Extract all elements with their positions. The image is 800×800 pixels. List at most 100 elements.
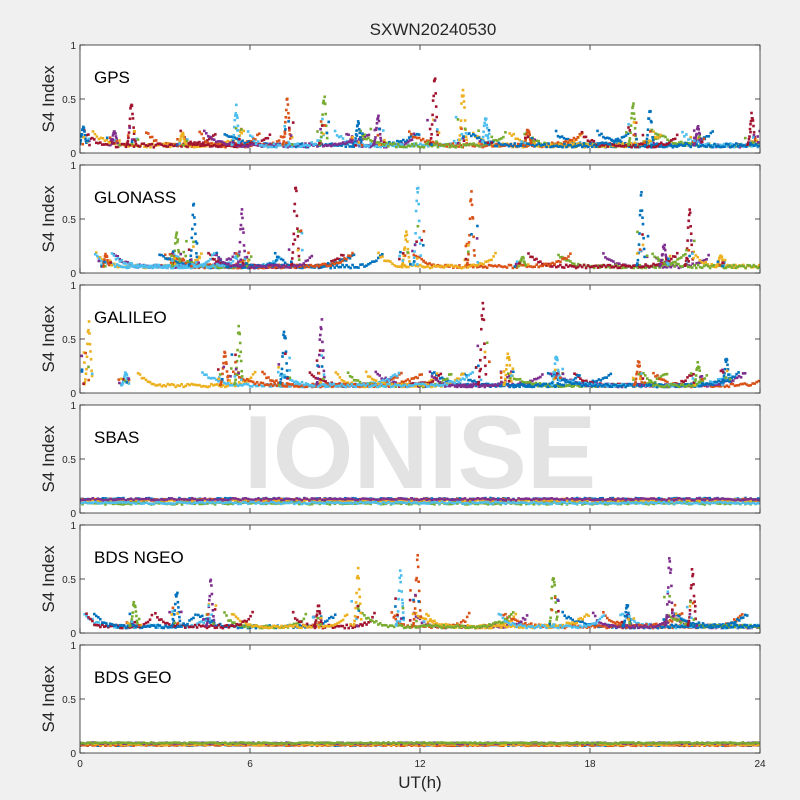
data-point (111, 134, 115, 137)
data-point (202, 137, 205, 140)
data-point (576, 136, 580, 139)
data-point (419, 139, 423, 142)
data-point (412, 377, 416, 380)
data-point (97, 141, 100, 145)
data-point (108, 136, 112, 139)
data-point (591, 145, 594, 149)
data-point (247, 378, 251, 381)
data-point (682, 142, 685, 146)
data-point (293, 384, 297, 388)
data-point (664, 135, 667, 139)
data-point (363, 144, 367, 147)
data-point (338, 143, 342, 147)
data-point (365, 134, 369, 137)
data-point (568, 383, 572, 387)
data-point (701, 259, 704, 263)
data-point (750, 143, 754, 146)
data-point (508, 132, 511, 135)
data-point (114, 135, 118, 138)
data-point (429, 137, 433, 140)
data-point (339, 265, 342, 269)
data-point (212, 134, 215, 137)
data-point (235, 103, 238, 107)
data-point (234, 378, 237, 382)
data-point (452, 139, 456, 143)
data-point (662, 247, 666, 250)
data-point (211, 376, 214, 380)
data-point (284, 128, 287, 131)
data-point (264, 144, 268, 147)
data-point (235, 359, 239, 363)
data-point (685, 384, 689, 388)
data-point (346, 371, 350, 374)
data-point (241, 379, 245, 383)
data-point (525, 142, 529, 145)
data-point (709, 144, 712, 148)
data-point (357, 128, 361, 131)
data-point (156, 383, 160, 387)
data-point (744, 145, 748, 148)
data-point (729, 380, 733, 383)
data-point (602, 135, 605, 139)
data-point (394, 376, 397, 379)
data-point (158, 253, 161, 257)
data-point (305, 385, 308, 389)
data-point (685, 247, 689, 250)
data-point (275, 384, 279, 388)
data-point (413, 382, 417, 386)
data-point (426, 118, 429, 122)
data-point (642, 144, 645, 148)
data-point (627, 126, 630, 129)
data-point (252, 139, 256, 143)
data-point (393, 142, 396, 145)
data-point (651, 252, 654, 256)
data-point (718, 383, 721, 386)
data-point (364, 385, 367, 389)
data-point (312, 143, 315, 147)
data-point (608, 266, 612, 269)
data-point (590, 265, 594, 269)
data-point (723, 258, 727, 262)
data-point (428, 370, 432, 374)
data-point (296, 383, 299, 386)
data-point (531, 265, 535, 269)
data-point (374, 379, 378, 382)
data-point (713, 384, 717, 388)
data-point (302, 383, 306, 387)
data-point (661, 373, 665, 377)
data-point (234, 114, 237, 117)
data-point (607, 382, 611, 386)
data-point (469, 199, 472, 203)
data-point (377, 119, 381, 123)
data-point (708, 266, 712, 270)
data-point (731, 144, 734, 148)
data-point (653, 255, 656, 259)
data-point (496, 139, 499, 142)
data-point (189, 140, 192, 144)
data-point (249, 265, 252, 269)
data-point (564, 381, 567, 384)
data-point (163, 264, 166, 267)
data-point (306, 383, 310, 386)
data-point (283, 385, 287, 388)
data-point (697, 128, 700, 131)
data-point (560, 385, 564, 388)
data-point (663, 373, 667, 376)
data-point (342, 254, 345, 257)
data-point (232, 370, 235, 374)
data-point (127, 131, 131, 134)
data-point (531, 255, 534, 259)
data-point (530, 385, 534, 389)
data-point (697, 382, 700, 386)
data-point (535, 377, 538, 381)
data-point (592, 384, 596, 388)
data-point (696, 125, 700, 128)
data-point (552, 373, 556, 377)
data-point (542, 382, 546, 386)
data-point (423, 140, 427, 144)
data-point (628, 137, 632, 140)
data-point (364, 370, 368, 374)
data-point (357, 138, 361, 141)
data-point (240, 208, 244, 211)
data-point (284, 350, 288, 353)
